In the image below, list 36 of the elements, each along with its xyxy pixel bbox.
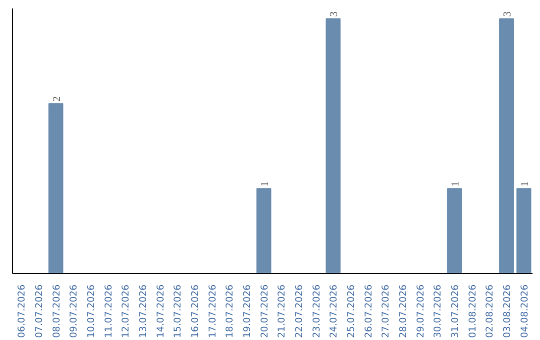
- data-label: 1: [520, 181, 531, 187]
- x-tick-label: 19.07.2026: [242, 284, 253, 338]
- x-tick-label: 26.07.2026: [363, 284, 374, 338]
- data-label: 3: [502, 11, 514, 17]
- x-tick-label: 17.07.2026: [207, 284, 218, 338]
- x-tick-label: 01.08.2026: [467, 284, 478, 338]
- x-tick-label: 16.07.2026: [190, 284, 201, 338]
- x-tick-label: 04.08.2026: [519, 284, 530, 338]
- x-tick-label: 31.07.2026: [450, 284, 461, 338]
- x-tick-label: 14.07.2026: [155, 284, 166, 338]
- x-tick-label: 22.07.2026: [294, 284, 305, 338]
- x-tick-label: 28.07.2026: [398, 284, 409, 338]
- x-tick-label: 21.07.2026: [276, 284, 288, 338]
- x-tick-label: 13.07.2026: [138, 284, 149, 338]
- data-label: 2: [52, 96, 63, 102]
- x-tick-label: 02.08.2026: [484, 284, 496, 338]
- x-tick-label: 23.07.2026: [311, 284, 322, 338]
- x-tick-label: 29.07.2026: [415, 284, 426, 338]
- data-label: 3: [329, 11, 340, 17]
- x-tick-label: 24.07.2026: [328, 284, 340, 338]
- x-tick-label: 27.07.2026: [380, 284, 392, 338]
- x-tick-label: 18.07.2026: [224, 284, 236, 338]
- x-tick-label: 12.07.2026: [120, 284, 132, 338]
- x-tick-label: 07.07.2026: [34, 284, 45, 338]
- x-tick-label: 06.07.2026: [16, 284, 28, 338]
- x-tick-label: 08.07.2026: [51, 284, 62, 338]
- x-tick-label: 25.07.2026: [346, 284, 357, 338]
- x-tick-label: 09.07.2026: [68, 284, 80, 338]
- data-label: 1: [450, 181, 462, 187]
- x-tick-label: 10.07.2026: [86, 284, 97, 338]
- x-tick-label: 20.07.2026: [259, 284, 270, 338]
- data-label: 1: [260, 181, 271, 187]
- x-tick-label: 03.08.2026: [502, 284, 513, 338]
- x-tick-label: 15.07.2026: [172, 284, 184, 338]
- x-tick-label: 30.07.2026: [432, 284, 444, 338]
- x-tick-label: 11.07.2026: [103, 284, 114, 338]
